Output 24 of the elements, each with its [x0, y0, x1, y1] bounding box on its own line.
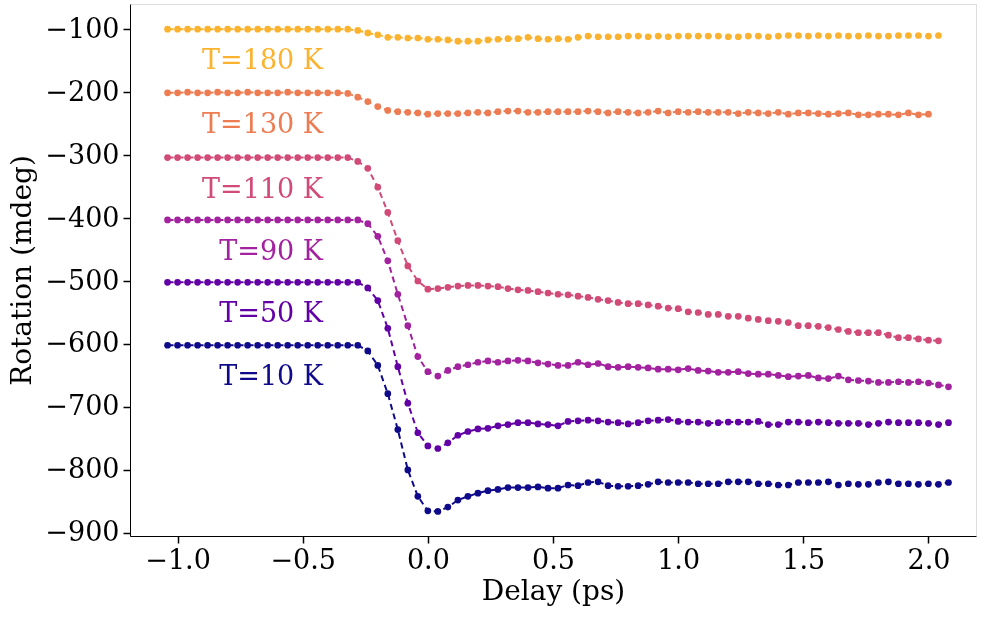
x-tick-label: 0.5: [532, 543, 575, 575]
x-axis-title: Delay (ps): [481, 573, 626, 607]
y-tick-label: −100: [45, 12, 120, 44]
series-label: T=10 K: [219, 360, 324, 392]
y-tick-label: −900: [45, 516, 120, 548]
series-label: T=130 K: [202, 107, 324, 139]
y-tick-label: −800: [45, 453, 120, 485]
x-tick-label: 2.0: [907, 543, 951, 575]
y-axis-title: Rotation (mdeg): [5, 155, 39, 386]
series-label: T=180 K: [202, 44, 324, 76]
y-tick-label: −300: [45, 138, 120, 170]
x-tick-label: 1.0: [657, 543, 701, 575]
x-tick-label: −0.5: [270, 543, 336, 575]
x-tick-label: 0.0: [406, 543, 450, 575]
series-label: T=90 K: [219, 234, 324, 266]
series-label: T=110 K: [202, 172, 324, 204]
y-tick-label: −400: [45, 201, 120, 233]
y-tick-label: −600: [45, 327, 120, 359]
y-tick-label: −500: [45, 264, 120, 296]
x-tick-label: 1.5: [782, 543, 826, 575]
y-tick-label: −700: [45, 390, 120, 422]
y-tick-label: −200: [45, 75, 120, 107]
series-label: T=50 K: [219, 297, 324, 329]
x-tick-label: −1.0: [145, 543, 211, 575]
